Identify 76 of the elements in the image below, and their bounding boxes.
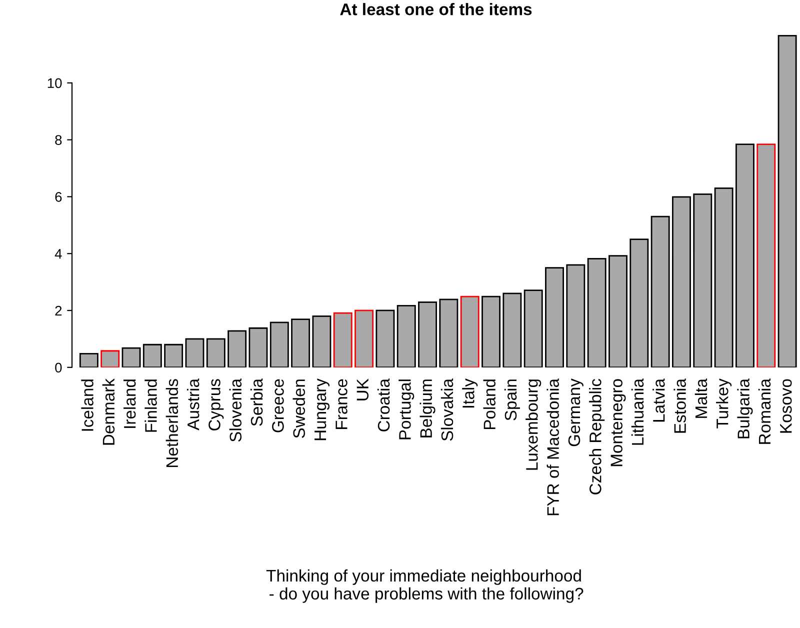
bar bbox=[650, 216, 670, 368]
x-axis-title: Thinking of your immediate neighbourhood - do you have problems with the following? bbox=[266, 569, 584, 603]
bar bbox=[291, 318, 310, 368]
bar bbox=[482, 296, 500, 368]
bar bbox=[545, 267, 564, 368]
y-tick-label: 2 bbox=[55, 306, 62, 316]
bar bbox=[122, 347, 141, 368]
y-tick-label: 10 bbox=[48, 78, 62, 88]
bar bbox=[164, 344, 184, 368]
x-tick-label: Greece bbox=[272, 379, 284, 432]
x-tick-label: Kosovo bbox=[780, 379, 792, 433]
bar bbox=[248, 327, 268, 368]
bar bbox=[460, 296, 480, 368]
x-tick-label: Spain bbox=[504, 380, 520, 420]
bar bbox=[142, 344, 162, 368]
bar bbox=[736, 144, 754, 368]
y-tick-label: 8 bbox=[55, 135, 62, 145]
x-tick-label: Croatia bbox=[377, 378, 390, 432]
bar bbox=[206, 338, 226, 368]
x-tick-label: Slovenia bbox=[229, 378, 242, 442]
bar bbox=[608, 255, 628, 368]
x-tick-label: Germany bbox=[568, 378, 584, 446]
x-tick-label: Estonia bbox=[674, 378, 686, 433]
bar bbox=[630, 238, 649, 368]
bar bbox=[524, 290, 543, 368]
bar bbox=[778, 34, 797, 368]
x-tick-label: Czech Republic bbox=[589, 378, 605, 494]
bar bbox=[270, 322, 289, 368]
x-tick-label: Luxembourg bbox=[526, 380, 542, 470]
bar bbox=[333, 312, 352, 368]
x-tick-label: Malta bbox=[694, 378, 708, 418]
bar bbox=[439, 298, 458, 368]
x-tick-label: Romania bbox=[758, 378, 771, 444]
x-tick-label: Belgium bbox=[420, 380, 436, 438]
bar bbox=[228, 330, 247, 368]
x-tick-label: FYR of Macedonia bbox=[546, 378, 559, 516]
bar bbox=[693, 193, 712, 368]
x-tick-label: Latvia bbox=[652, 378, 665, 422]
x-tick-label: France bbox=[336, 379, 348, 429]
bar bbox=[672, 196, 691, 368]
x-tick-label: Sweden bbox=[292, 380, 306, 438]
x-tick-label: Hungary bbox=[314, 378, 330, 440]
x-tick-label: Serbia bbox=[250, 378, 263, 426]
x-tick-label: Cyprus bbox=[208, 379, 224, 430]
bar bbox=[502, 292, 522, 368]
x-tick-label: Bulgaria bbox=[737, 378, 753, 438]
x-tick-label: Iceland bbox=[81, 380, 94, 431]
x-tick-label: Finland bbox=[144, 380, 157, 432]
x-tick-label: Italy bbox=[462, 378, 478, 408]
bar bbox=[312, 315, 332, 368]
x-tick-label: Turkey bbox=[716, 378, 732, 428]
bar bbox=[714, 187, 734, 368]
x-tick-label: Lithuania bbox=[631, 378, 644, 445]
y-tick-label: 6 bbox=[55, 192, 62, 202]
bar bbox=[566, 264, 586, 368]
x-tick-label: Montenegro bbox=[610, 379, 626, 466]
bar bbox=[587, 258, 606, 368]
bar bbox=[100, 350, 120, 368]
x-tick-label: Slovakia bbox=[440, 378, 454, 441]
x-tick-label: Poland bbox=[483, 380, 496, 430]
bar bbox=[418, 302, 438, 368]
y-tick-label: 4 bbox=[54, 249, 62, 259]
bar bbox=[185, 338, 204, 368]
x-tick-label: Ireland bbox=[123, 380, 136, 428]
x-tick-label: UK bbox=[356, 378, 369, 400]
bar bbox=[354, 310, 374, 368]
bar bbox=[376, 310, 395, 368]
bar bbox=[756, 144, 776, 368]
x-tick-label: Netherlands bbox=[166, 379, 178, 467]
bar bbox=[396, 304, 416, 368]
bar bbox=[79, 353, 98, 368]
x-tick-label: Denmark bbox=[102, 378, 115, 445]
x-tick-label: Austria bbox=[186, 378, 200, 430]
y-tick-label: 0 bbox=[55, 362, 62, 373]
chart-title: At least one of the items bbox=[340, 3, 532, 16]
x-tick-label: Portugal bbox=[398, 380, 414, 440]
